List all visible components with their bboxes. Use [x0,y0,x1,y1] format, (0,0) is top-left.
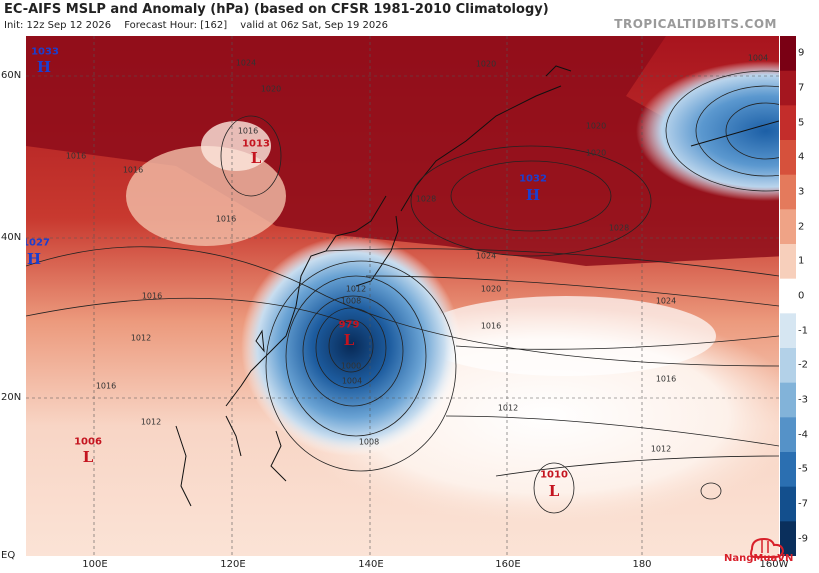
isobar-label: 1012 [140,417,162,427]
colorbar-swatch [780,140,796,176]
cloud-logo-icon [750,537,785,558]
isobar-label: 1016 [95,381,117,391]
isobar-label: 1012 [130,333,152,343]
isobar-label: 1008 [340,296,362,306]
colorbar-swatch [780,521,796,556]
brand-label: TROPICALTIDBITS.COM [614,17,777,31]
isobar-label: 1016 [215,214,237,224]
low-value: 1013 [242,138,270,150]
isobar-label: 1028 [415,194,437,204]
isobar-label: 1016 [237,126,259,136]
colorbar-label: 2 [798,221,805,233]
colorbar-swatch [780,174,796,210]
isobar-label: 1016 [122,165,144,175]
colorbar-swatch [780,452,796,488]
lat-label: 60N [1,70,22,81]
isobar-label: 1020 [585,121,607,131]
isobar-label: 1012 [345,284,367,294]
colorbar-label: 4 [798,151,805,163]
colorbar-label: 1 [798,255,805,267]
lat-label: 40N [1,232,22,243]
colorbar [780,36,796,556]
forecast-hour: Forecast Hour: [162] [124,20,228,31]
colorbar-swatch [780,278,796,314]
lat-label: EQ [1,550,16,561]
isobars [26,70,779,514]
chart-subtitle: Init: 12z Sep 12 2026 Forecast Hour: [16… [4,20,398,31]
isobar-label: 1000 [340,361,362,371]
low-symbol: L [343,331,355,349]
high-value: 1027 [26,237,50,249]
colorbar-label: -9 [798,533,808,545]
isobar-label: 1004 [341,376,363,386]
colorbar-swatch [780,70,796,106]
isobar-label: 1024 [655,296,677,306]
colorbar-label: 3 [798,186,805,198]
lon-label: 160W [759,559,789,570]
isobar-label: 1016 [480,321,502,331]
isobar-label: 1028 [608,223,630,233]
colorbar-swatch [780,244,796,280]
colorbar-swatch [780,382,796,418]
isobar-label: 1020 [475,59,497,69]
high-symbol: H [525,186,541,204]
colorbar-swatch [780,36,796,72]
colorbar-swatch [780,313,796,349]
init-time: Init: 12z Sep 12 2026 [4,20,112,31]
high-value: 1032 [519,173,547,185]
colorbar-label: -5 [798,463,808,475]
colorbar-label: -1 [798,325,808,337]
isobar-label: 1020 [585,148,607,158]
isobar-label: 1016 [141,291,163,301]
map-panel: 1033 H 1013 L 1032 H 1027 H 979 L 1006 L… [26,36,779,556]
isobar-label: 1004 [747,53,769,63]
low-value: 1006 [74,436,102,448]
high-symbol: H [26,250,42,268]
lat-label: 20N [1,392,22,403]
colorbar-label: -2 [798,359,808,371]
lon-label: 140E [358,559,384,570]
isobar-label: 1016 [655,374,677,384]
colorbar-label: 9 [798,47,805,59]
colorbar-swatch [780,417,796,453]
valid-time: valid at 06z Sat, Sep 19 2026 [240,20,388,31]
colorbar-label: 7 [798,82,805,94]
colorbar-swatch [780,486,796,522]
lon-label: 100E [82,559,108,570]
isobar-label: 1020 [260,84,282,94]
graticule [26,36,779,556]
isobar-label: 1024 [235,58,257,68]
colorbar-swatch [780,209,796,245]
lon-label: 120E [220,559,246,570]
low-value: 1010 [540,469,568,481]
colorbar-swatch [780,105,796,141]
isobar-label: 1024 [475,251,497,261]
anomaly-map [26,36,779,556]
colorbar-label: -4 [798,429,808,441]
lon-label: 160E [495,559,521,570]
chart-title: EC-AIFS MSLP and Anomaly (hPa) (based on… [4,2,549,17]
low-symbol: L [250,149,262,167]
isobar-label: 1008 [358,437,380,447]
watermark-label: NangMuaVN [724,553,794,564]
colorbar-swatch [780,348,796,384]
colorbar-label: 0 [798,290,805,302]
isobar-label: 1020 [480,284,502,294]
isobar-label: 1016 [65,151,87,161]
colorbar-label: 5 [798,117,805,129]
high-symbol: H [36,58,52,76]
lon-label: 180 [632,559,652,570]
high-value: 1033 [31,46,59,58]
colorbar-label: -3 [798,394,808,406]
low-symbol: L [82,448,94,466]
isobar-label: 1012 [650,444,672,454]
low-symbol: L [548,482,560,500]
low-value: 979 [338,319,360,331]
colorbar-label: -7 [798,498,808,510]
isobar-label: 1012 [497,403,519,413]
